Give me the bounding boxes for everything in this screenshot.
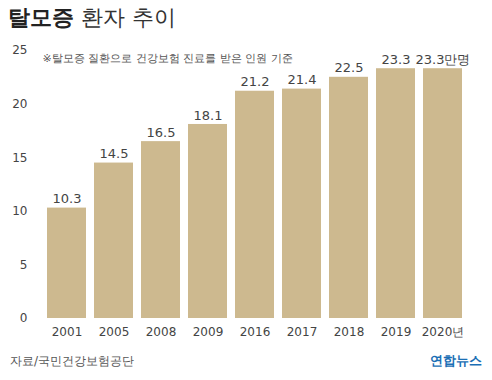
- svg-text:14.5: 14.5: [100, 146, 129, 161]
- svg-text:2016: 2016: [240, 325, 271, 339]
- svg-text:21.2: 21.2: [241, 74, 270, 89]
- html-text:자료/국민건강보험공단: 자료/국민건강보험공단: [10, 353, 134, 368]
- svg-text:2019: 2019: [381, 325, 412, 339]
- svg-text:15: 15: [12, 151, 27, 165]
- svg-text:23.3만명: 23.3만명: [416, 52, 471, 67]
- svg-text:10: 10: [12, 204, 27, 218]
- svg-text:※탈모증 질환으로 건강보험 진료를 받은 인원 기준: ※탈모증 질환으로 건강보험 진료를 받은 인원 기준: [43, 52, 293, 65]
- html-text:탈모증환자 추이: 탈모증환자 추이: [8, 5, 176, 30]
- svg-text:22.5: 22.5: [335, 60, 364, 75]
- svg-text:2008: 2008: [146, 325, 177, 339]
- svg-text:25: 25: [12, 43, 27, 57]
- svg-text:2001: 2001: [52, 325, 83, 339]
- svg-text:0: 0: [20, 311, 28, 325]
- svg-text:20: 20: [12, 97, 27, 111]
- svg-text:23.3: 23.3: [382, 52, 411, 67]
- svg-text:21.4: 21.4: [288, 72, 317, 87]
- html-text:연합뉴스: 연합뉴스: [430, 353, 482, 368]
- svg-text:2020년: 2020년: [422, 325, 465, 339]
- svg-text:16.5: 16.5: [147, 125, 176, 140]
- svg-text:2005: 2005: [99, 325, 130, 339]
- svg-text:2018: 2018: [334, 325, 365, 339]
- svg-text:10.3: 10.3: [53, 191, 82, 206]
- svg-text:5: 5: [20, 258, 28, 272]
- svg-text:2009: 2009: [193, 325, 224, 339]
- svg-text:2017: 2017: [287, 325, 318, 339]
- svg-text:18.1: 18.1: [194, 108, 223, 123]
